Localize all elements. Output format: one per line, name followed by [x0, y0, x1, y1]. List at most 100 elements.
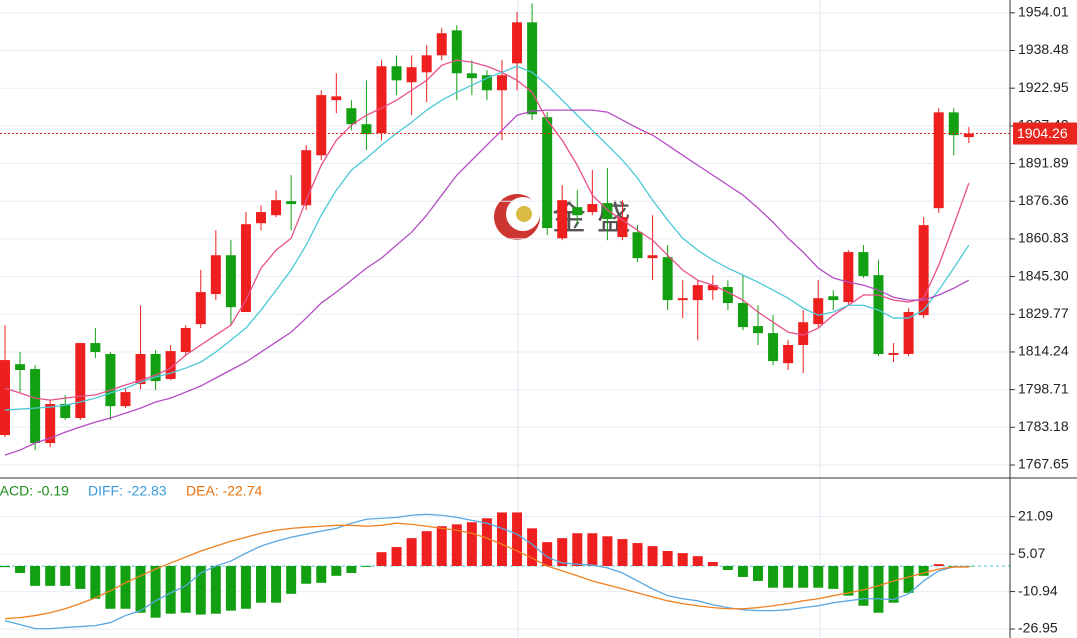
histogram-bar: [361, 565, 372, 567]
candle-body: [271, 200, 282, 216]
histogram-bar: [873, 565, 884, 613]
candle-body: [753, 326, 763, 334]
histogram-bar: [406, 538, 417, 566]
candle-body: [542, 117, 553, 229]
histogram-bar: [692, 556, 703, 566]
histogram-bar: [858, 565, 869, 606]
histogram-bar: [421, 531, 432, 566]
candle-body: [376, 66, 387, 134]
histogram-bar: [512, 512, 523, 566]
candle-body: [677, 298, 688, 301]
candle-body: [346, 108, 357, 125]
candle-body: [256, 212, 267, 224]
histogram-bar: [75, 565, 86, 589]
logo-core: [516, 206, 532, 222]
histogram-bar: [662, 551, 673, 566]
histogram-bar: [225, 565, 236, 611]
histogram-bar: [677, 553, 688, 566]
histogram-bar: [617, 539, 628, 566]
candle-body: [195, 292, 206, 325]
indicator-line: [4, 522, 969, 620]
histogram-bar: [707, 562, 718, 566]
histogram-bar: [436, 526, 447, 566]
last-price-label: 1904.26: [1017, 125, 1068, 141]
histogram-bar: [271, 565, 282, 603]
histogram-bar: [753, 565, 763, 581]
histogram-bar: [903, 565, 914, 593]
histogram-bar: [798, 565, 809, 588]
candle-body: [286, 201, 297, 205]
histogram-bar: [768, 565, 779, 588]
histogram-bar: [180, 565, 191, 613]
histogram-bar: [722, 565, 733, 570]
y-tick-label: 1891.89: [1018, 154, 1069, 170]
candle-body: [391, 66, 402, 81]
candle-body: [662, 257, 673, 301]
candle-body: [948, 112, 959, 136]
candle-body: [888, 353, 899, 355]
candle-body: [316, 95, 327, 156]
candle-body: [813, 298, 824, 325]
histogram-bar: [165, 565, 176, 614]
histogram-bar: [572, 533, 583, 566]
histogram-bar: [45, 565, 56, 586]
candle-body: [301, 150, 312, 206]
histogram-bar: [496, 512, 507, 566]
candle-body: [632, 232, 643, 259]
candle-body: [768, 333, 779, 362]
candle-body: [617, 217, 628, 238]
y-tick-label: 1954.01: [1018, 4, 1069, 20]
histogram-bar: [150, 565, 161, 618]
y-tick-label: 21.09: [1018, 507, 1053, 523]
candle-body: [572, 207, 583, 216]
legend-entry: MACD: -0.19: [0, 483, 69, 499]
candle-body: [843, 252, 854, 303]
histogram-bar: [376, 552, 387, 566]
candle-body: [587, 204, 598, 213]
candle-body: [466, 73, 477, 79]
indicator-line: [4, 513, 969, 630]
candle-body: [406, 67, 417, 83]
candle-body: [963, 133, 974, 138]
candle-body: [918, 225, 929, 316]
y-tick-label: 1922.95: [1018, 79, 1069, 95]
moving-average-line: [4, 109, 970, 456]
candle-body: [361, 124, 372, 135]
y-tick-label: 5.07: [1018, 545, 1045, 561]
histogram-bar: [918, 565, 929, 576]
candle-body: [647, 255, 658, 259]
candle-body: [481, 75, 492, 91]
y-tick-label: 1783.18: [1018, 418, 1069, 434]
histogram-bar: [813, 565, 824, 588]
y-tick-label: 1767.65: [1018, 456, 1069, 472]
histogram-bar: [542, 542, 553, 566]
histogram-bar: [135, 565, 146, 613]
candle-body: [331, 96, 342, 101]
histogram-bar: [195, 565, 206, 615]
histogram-bar: [557, 538, 568, 566]
candle-body: [105, 353, 116, 407]
moving-average-line: [4, 59, 970, 401]
legend-entry: DEA: -22.74: [186, 483, 262, 499]
candle-body: [903, 312, 914, 354]
histogram-bar: [286, 565, 297, 594]
candle-body: [150, 353, 161, 382]
histogram-bar: [15, 565, 26, 573]
histogram-bar: [301, 565, 312, 584]
histogram-bar: [527, 528, 538, 566]
candle-body: [120, 392, 131, 407]
candle-body: [225, 255, 236, 308]
histogram-bar: [30, 565, 41, 586]
y-tick-label: 1938.48: [1018, 41, 1069, 57]
candle-body: [165, 351, 176, 379]
candle-body: [0, 360, 10, 436]
candle-body: [30, 369, 41, 444]
candle-body: [707, 285, 718, 291]
y-tick-label: 1876.36: [1018, 192, 1069, 208]
histogram-bar: [90, 565, 101, 599]
histogram-bar: [783, 565, 794, 588]
last-price-box: [1013, 122, 1077, 145]
histogram-bar: [210, 565, 221, 614]
candle-body: [828, 296, 839, 301]
